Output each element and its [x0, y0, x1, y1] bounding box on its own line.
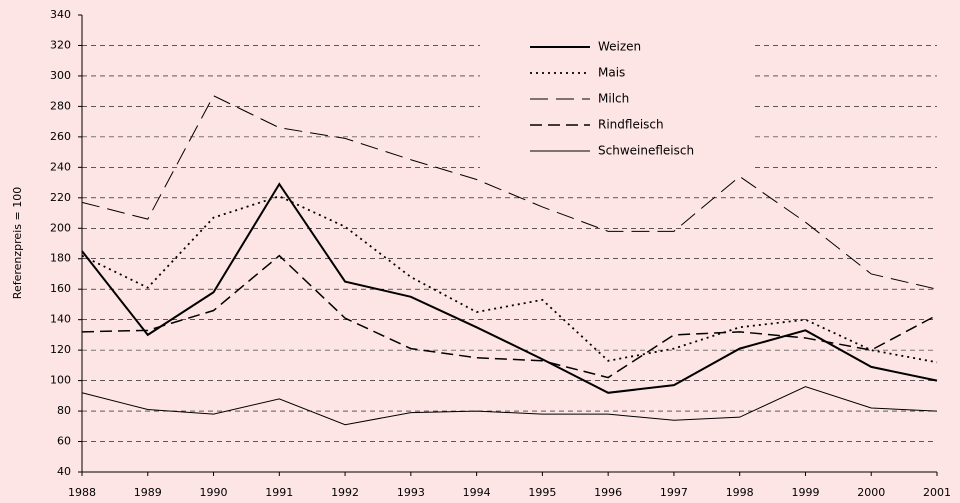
x-tick-label: 1997: [660, 486, 688, 499]
x-tick-label: 1990: [200, 486, 228, 499]
x-tick-label: 1991: [265, 486, 293, 499]
y-tick-label: 340: [50, 8, 71, 21]
y-tick-label: 300: [50, 69, 71, 82]
series-line: [81, 386, 938, 426]
x-tick-label: 2001: [923, 486, 951, 499]
x-tick-label: 1994: [463, 486, 491, 499]
legend-label: Weizen: [598, 40, 641, 54]
y-tick-label: 40: [57, 465, 71, 478]
x-tick-label: 2000: [857, 486, 885, 499]
x-tick-label: 1989: [134, 486, 162, 499]
x-tick-label: 1998: [726, 486, 754, 499]
y-tick-label: 140: [50, 313, 71, 326]
legend-label: Milch: [598, 92, 629, 106]
y-tick-label: 80: [57, 404, 71, 417]
y-tick-label: 180: [50, 252, 71, 265]
y-tick-label: 100: [50, 374, 71, 387]
x-tick-label: 1992: [331, 486, 359, 499]
y-tick-label: 160: [50, 282, 71, 295]
y-tick-label: 200: [50, 221, 71, 234]
y-tick-label: 320: [50, 38, 71, 51]
legend-label: Rindfleisch: [598, 118, 664, 132]
series-line: [81, 182, 938, 394]
series-line: [81, 254, 938, 379]
y-tick-label: 120: [50, 343, 71, 356]
x-tick-label: 1995: [528, 486, 556, 499]
y-tick-label: 60: [57, 435, 71, 448]
y-tick-label: 260: [50, 130, 71, 143]
y-tick-label: 280: [50, 99, 71, 112]
legend-label: Mais: [598, 66, 625, 80]
series-line: [81, 195, 938, 364]
x-tick-label: 1988: [68, 486, 96, 499]
y-tick-label: 240: [50, 160, 71, 173]
legend-label: Schweinefleisch: [598, 144, 694, 158]
y-axis-label: Referenzpreis = 100: [11, 187, 24, 299]
x-tick-label: 1996: [594, 486, 622, 499]
x-tick-label: 1993: [397, 486, 425, 499]
y-tick-label: 220: [50, 191, 71, 204]
series-line: [81, 95, 938, 290]
x-tick-label: 1999: [791, 486, 819, 499]
legend: Weizen Mais Milch Rindfleisch Schweinefleisc…: [530, 40, 694, 158]
